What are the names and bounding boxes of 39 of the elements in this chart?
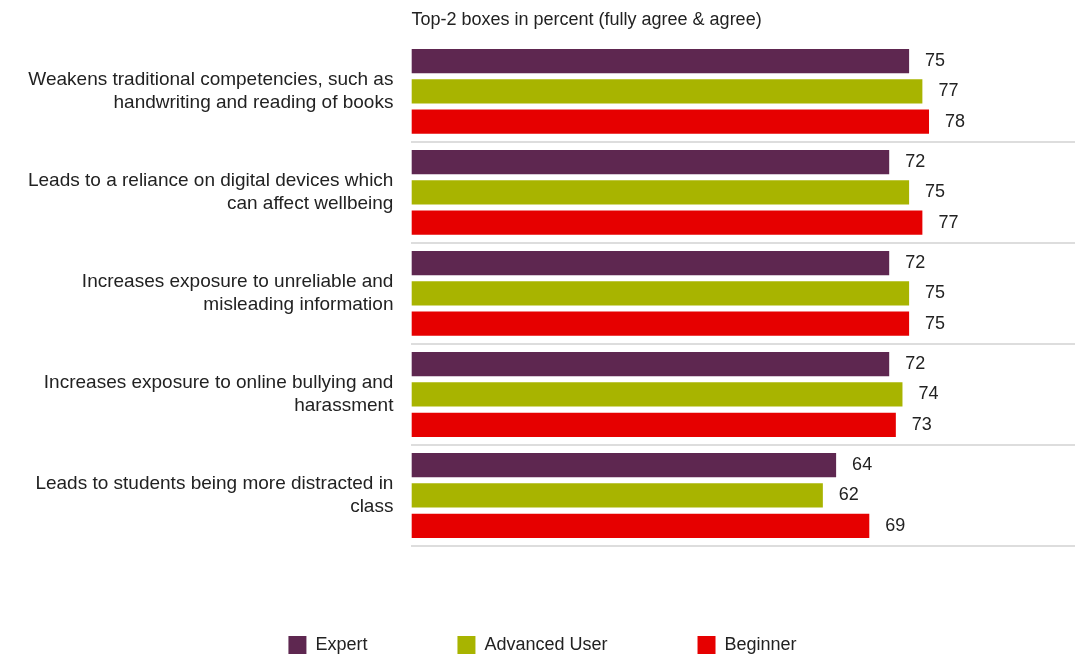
data-label: 77 bbox=[938, 211, 959, 232]
bar bbox=[411, 513, 870, 538]
bar bbox=[411, 149, 890, 175]
bar bbox=[411, 180, 910, 205]
bar bbox=[411, 48, 910, 74]
data-label: 72 bbox=[905, 252, 926, 273]
data-label: 73 bbox=[911, 413, 932, 434]
bar bbox=[411, 109, 930, 134]
data-label: 77 bbox=[938, 80, 959, 101]
bar bbox=[411, 281, 910, 306]
bar bbox=[411, 352, 890, 377]
bar bbox=[411, 453, 837, 478]
y-tick-label: Increases exposure to unreliable and misleading information bbox=[81, 270, 394, 315]
legend-label: Expert bbox=[315, 633, 368, 654]
data-label: 74 bbox=[918, 383, 939, 404]
bar bbox=[411, 382, 903, 407]
legend-label: Advanced User bbox=[484, 633, 608, 654]
bar bbox=[411, 311, 910, 336]
data-label: 62 bbox=[838, 484, 859, 505]
data-label: 69 bbox=[885, 514, 906, 535]
y-tick-label: Weakens traditional competencies, such as handwriting and reading of books bbox=[28, 68, 394, 112]
data-label: 78 bbox=[945, 110, 966, 131]
bar bbox=[411, 210, 923, 235]
y-tick-label: Increases exposure to online bullying and harassment bbox=[43, 371, 395, 416]
data-label: 75 bbox=[925, 181, 946, 202]
data-label: 64 bbox=[852, 454, 873, 475]
y-tick-label: Leads to a reliance on digital devices which can affect wellbeing bbox=[27, 169, 394, 213]
data-label: 75 bbox=[925, 312, 946, 333]
bar bbox=[411, 483, 823, 508]
data-label: 72 bbox=[905, 151, 926, 172]
legend-label: Beginner bbox=[724, 633, 797, 654]
data-label: 75 bbox=[925, 282, 946, 303]
data-label: 72 bbox=[905, 353, 926, 374]
y-tick-label: Leads to students being more distracted in class bbox=[35, 472, 394, 517]
data-label: 75 bbox=[925, 49, 946, 70]
bar bbox=[411, 250, 890, 276]
bar bbox=[411, 79, 923, 104]
chart-title: Top-2 boxes in percent (fully agree & agree) bbox=[411, 9, 762, 29]
bar bbox=[411, 412, 896, 437]
